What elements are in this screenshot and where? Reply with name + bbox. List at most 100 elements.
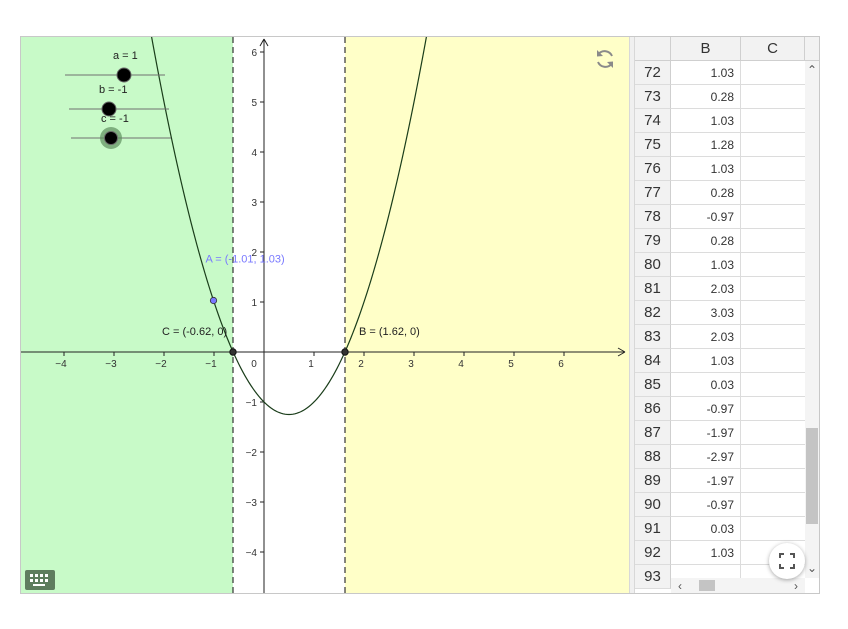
row-header[interactable]: 87 bbox=[635, 421, 671, 445]
vertical-scrollbar[interactable]: ⌃ ⌄ bbox=[805, 61, 819, 578]
row-header[interactable]: 84 bbox=[635, 349, 671, 373]
cell-b[interactable]: 0.28 bbox=[671, 181, 741, 205]
row-header[interactable]: 82 bbox=[635, 301, 671, 325]
row-header[interactable]: 80 bbox=[635, 253, 671, 277]
row-header[interactable]: 85 bbox=[635, 373, 671, 397]
y-tick-label: 4 bbox=[251, 148, 257, 159]
row-header[interactable]: 93 bbox=[635, 565, 671, 589]
table-row: 79 0.28 bbox=[635, 229, 805, 253]
cell-b[interactable]: -0.97 bbox=[671, 493, 741, 517]
cell-c[interactable] bbox=[741, 445, 805, 469]
cell-c[interactable] bbox=[741, 469, 805, 493]
cell-c[interactable] bbox=[741, 373, 805, 397]
geogebra-app: −4 −3 −2 −1 0 1 2 3 4 5 6 6 5 4 3 2 1 −1 −2 −3 −4 A = (-1.01,… bbox=[20, 36, 820, 594]
fullscreen-button[interactable] bbox=[769, 543, 805, 579]
horizontal-scroll-thumb[interactable] bbox=[699, 580, 715, 591]
cell-b[interactable]: 1.03 bbox=[671, 61, 741, 85]
scroll-right-icon[interactable]: › bbox=[794, 579, 798, 593]
y-tick-label: −2 bbox=[246, 448, 258, 459]
cell-b[interactable]: -1.97 bbox=[671, 421, 741, 445]
cell-c[interactable] bbox=[741, 421, 805, 445]
slider-knob[interactable] bbox=[104, 131, 118, 145]
cell-b[interactable]: 0.28 bbox=[671, 85, 741, 109]
cell-b[interactable]: 1.03 bbox=[671, 109, 741, 133]
column-header-b[interactable]: B bbox=[671, 37, 741, 61]
cell-c[interactable] bbox=[741, 181, 805, 205]
x-tick-label: 4 bbox=[458, 359, 464, 370]
cell-b[interactable]: -2.97 bbox=[671, 445, 741, 469]
cell-c[interactable] bbox=[741, 205, 805, 229]
point-b[interactable] bbox=[341, 348, 349, 356]
cell-c[interactable] bbox=[741, 325, 805, 349]
graphics-canvas[interactable]: −4 −3 −2 −1 0 1 2 3 4 5 6 6 5 4 3 2 1 −1 −2 −3 −4 A = (-1.01,… bbox=[21, 37, 629, 593]
cell-b[interactable]: 0.28 bbox=[671, 229, 741, 253]
cell-b[interactable]: 1.03 bbox=[671, 253, 741, 277]
row-header[interactable]: 92 bbox=[635, 541, 671, 565]
point-c[interactable] bbox=[229, 348, 237, 356]
cell-c[interactable] bbox=[741, 157, 805, 181]
vertical-scroll-thumb[interactable] bbox=[806, 428, 818, 524]
row-header[interactable]: 75 bbox=[635, 133, 671, 157]
scroll-up-icon[interactable]: ⌃ bbox=[806, 63, 818, 77]
row-header[interactable]: 81 bbox=[635, 277, 671, 301]
scroll-left-icon[interactable]: ‹ bbox=[678, 579, 682, 593]
view-divider[interactable] bbox=[629, 37, 635, 593]
cell-c[interactable] bbox=[741, 493, 805, 517]
table-row: 84 1.03 bbox=[635, 349, 805, 373]
cell-b[interactable]: 1.03 bbox=[671, 349, 741, 373]
cell-c[interactable] bbox=[741, 277, 805, 301]
cell-b[interactable]: 1.28 bbox=[671, 133, 741, 157]
row-header[interactable]: 79 bbox=[635, 229, 671, 253]
row-header[interactable]: 73 bbox=[635, 85, 671, 109]
row-header[interactable]: 83 bbox=[635, 325, 671, 349]
slider-knob[interactable] bbox=[116, 67, 132, 83]
cell-c[interactable] bbox=[741, 517, 805, 541]
row-header[interactable]: 74 bbox=[635, 109, 671, 133]
column-header-c[interactable]: C bbox=[741, 37, 805, 61]
row-header[interactable]: 78 bbox=[635, 205, 671, 229]
row-header[interactable]: 89 bbox=[635, 469, 671, 493]
refresh-button[interactable] bbox=[593, 47, 617, 71]
slider-label: a = 1 bbox=[113, 50, 138, 62]
graphics-view[interactable]: −4 −3 −2 −1 0 1 2 3 4 5 6 6 5 4 3 2 1 −1 −2 −3 −4 A = (-1.01,… bbox=[21, 37, 629, 593]
row-header[interactable]: 77 bbox=[635, 181, 671, 205]
row-header[interactable]: 88 bbox=[635, 445, 671, 469]
cell-c[interactable] bbox=[741, 397, 805, 421]
parabola-curve[interactable] bbox=[21, 37, 629, 416]
cell-b[interactable]: 1.03 bbox=[671, 157, 741, 181]
cell-b[interactable]: -1.97 bbox=[671, 469, 741, 493]
cell-b[interactable]: 0.03 bbox=[671, 373, 741, 397]
cell-b[interactable]: 3.03 bbox=[671, 301, 741, 325]
cell-b[interactable]: 1.03 bbox=[671, 541, 741, 565]
cell-c[interactable] bbox=[741, 301, 805, 325]
keyboard-button[interactable] bbox=[25, 570, 55, 590]
row-header[interactable]: 76 bbox=[635, 157, 671, 181]
x-tick-label: −4 bbox=[55, 359, 67, 370]
x-tick-label: −3 bbox=[105, 359, 117, 370]
point-c-label: C = (-0.62, 0) bbox=[162, 326, 227, 338]
scroll-down-icon[interactable]: ⌄ bbox=[806, 561, 818, 575]
cell-b[interactable]: -0.97 bbox=[671, 205, 741, 229]
point-b-label: B = (1.62, 0) bbox=[359, 326, 420, 338]
row-header[interactable]: 91 bbox=[635, 517, 671, 541]
horizontal-scrollbar[interactable]: ‹ › bbox=[671, 578, 805, 593]
row-header[interactable]: 72 bbox=[635, 61, 671, 85]
cell-c[interactable] bbox=[741, 61, 805, 85]
cell-b[interactable]: 2.03 bbox=[671, 325, 741, 349]
cell-b[interactable]: -0.97 bbox=[671, 397, 741, 421]
cell-c[interactable] bbox=[741, 85, 805, 109]
point-a[interactable] bbox=[209, 296, 218, 305]
cell-c[interactable] bbox=[741, 133, 805, 157]
row-header[interactable]: 90 bbox=[635, 493, 671, 517]
cell-b[interactable]: 0.03 bbox=[671, 517, 741, 541]
x-axis-arrow bbox=[617, 347, 626, 357]
cell-c[interactable] bbox=[741, 253, 805, 277]
corner-cell[interactable] bbox=[635, 37, 671, 61]
row-header[interactable]: 86 bbox=[635, 397, 671, 421]
slider-knob[interactable] bbox=[101, 101, 117, 117]
x-tick-label: 6 bbox=[558, 359, 564, 370]
cell-c[interactable] bbox=[741, 349, 805, 373]
cell-c[interactable] bbox=[741, 109, 805, 133]
cell-c[interactable] bbox=[741, 229, 805, 253]
cell-b[interactable]: 2.03 bbox=[671, 277, 741, 301]
